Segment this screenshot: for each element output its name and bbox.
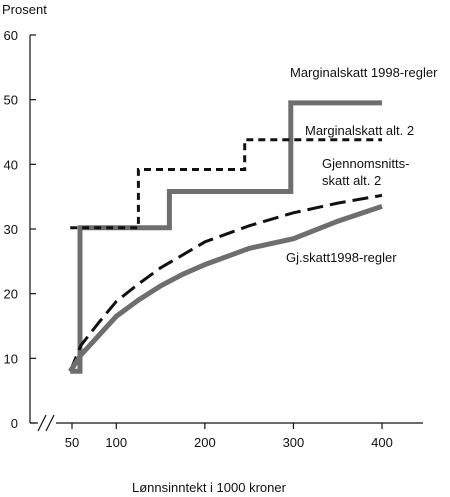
series-lines bbox=[68, 100, 383, 374]
y-tick-label: 20 bbox=[4, 287, 18, 302]
x-tick-label: 400 bbox=[371, 435, 393, 450]
label-marginal-alt2: Marginalskatt alt. 2 bbox=[305, 123, 414, 138]
y-tick-label: 60 bbox=[4, 28, 18, 43]
label-marginal-1998: Marginalskatt 1998-regler bbox=[290, 65, 438, 80]
y-tick-label: 0 bbox=[11, 416, 18, 431]
y-tick-label: 50 bbox=[4, 93, 18, 108]
series-line-3 bbox=[68, 193, 383, 372]
y-tick-label: 40 bbox=[4, 157, 18, 172]
series-line-1 bbox=[70, 100, 382, 374]
x-tick-label: 100 bbox=[105, 435, 127, 450]
label-avg-1998: Gj.skatt1998-regler bbox=[286, 250, 397, 265]
x-tick-label: 300 bbox=[283, 435, 305, 450]
y-ticks: 0 10 20 30 40 50 60 bbox=[4, 28, 36, 431]
x-tick-label: 50 bbox=[65, 435, 79, 450]
label-avg-alt2-line1: Gjennomsnitts- bbox=[322, 156, 409, 171]
y-tick-label: 30 bbox=[4, 222, 18, 237]
axis-break-marker bbox=[37, 414, 55, 432]
x-ticks: 50 100 200 300 400 bbox=[65, 423, 393, 450]
y-axis-title: Prosent bbox=[2, 2, 47, 17]
y-tick-label: 10 bbox=[4, 351, 18, 366]
x-tick-label: 200 bbox=[194, 435, 216, 450]
series-line-4 bbox=[68, 204, 383, 373]
x-axis-title: Lønnsinntekt i 1000 kroner bbox=[132, 480, 287, 495]
label-avg-alt2-line2: skatt alt. 2 bbox=[322, 173, 381, 188]
